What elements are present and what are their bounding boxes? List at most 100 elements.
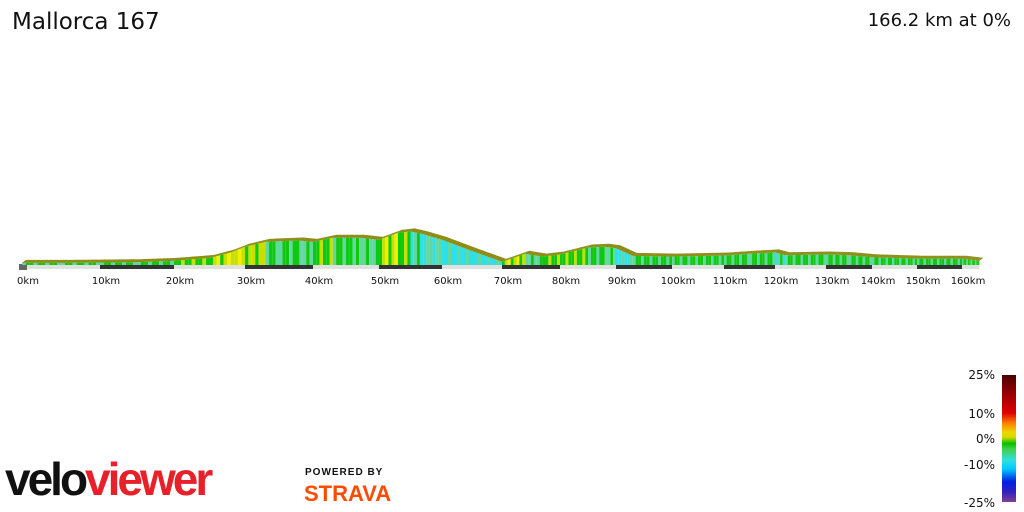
profile-top-edge [531, 251, 538, 256]
distance-track-segment [379, 265, 442, 269]
profile-top-edge [613, 244, 620, 249]
profile-top-edge [460, 243, 467, 248]
profile-top-edge [72, 259, 81, 263]
profile-segment [316, 240, 320, 265]
profile-segment [245, 245, 249, 265]
profile-top-edge [438, 235, 446, 240]
profile-segment [362, 238, 366, 265]
x-tick-label: 140km [861, 276, 896, 287]
profile-segment [213, 256, 217, 265]
profile-top-edge [718, 252, 726, 256]
profile-top-edge [528, 251, 535, 255]
profile-top-edge [823, 251, 830, 255]
profile-segment [560, 253, 563, 265]
strava-logo: STRAVA [304, 481, 392, 506]
profile-top-edge [111, 259, 119, 263]
profile-segment [475, 252, 478, 265]
profile-top-edge [754, 250, 762, 254]
profile-segment [557, 254, 560, 265]
profile-segment [590, 247, 594, 265]
profile-top-edge [188, 256, 196, 260]
profile-top-edge [557, 251, 564, 255]
profile-top-edge [282, 237, 290, 242]
profile-top-edge [894, 255, 901, 259]
profile-segment [513, 256, 517, 265]
profile-top-edge [973, 257, 980, 261]
profile-top-edge [950, 255, 957, 259]
profile-segment [490, 257, 493, 265]
profile-segment [205, 258, 210, 265]
profile-top-edge [148, 258, 156, 262]
profile-segment [111, 262, 115, 265]
profile-top-edge [901, 255, 908, 259]
profile-segment [896, 258, 899, 265]
x-tick-label: 60km [434, 276, 462, 287]
profile-top-edge [585, 244, 592, 249]
profile-top-edge [209, 254, 218, 258]
profile-top-edge [496, 256, 503, 261]
profile-segment [700, 255, 704, 265]
profile-top-edge [220, 251, 228, 256]
profile-top-edge [571, 248, 578, 252]
profile-segment [638, 256, 642, 265]
profile-segment [272, 241, 276, 265]
profile-top-edge [660, 253, 668, 257]
profile-segment [429, 236, 433, 265]
profile-top-edge [785, 252, 792, 256]
profile-segment [493, 258, 496, 265]
profile-segment [797, 254, 801, 265]
profile-segment [148, 261, 152, 265]
profile-top-edge [84, 259, 93, 263]
profile-top-edge [721, 252, 728, 256]
profile-top-edge [887, 254, 894, 258]
profile-segment [177, 260, 182, 265]
profile-top-edge [820, 251, 828, 255]
profile-top-edge [25, 259, 34, 263]
profile-segment [588, 247, 591, 265]
profile-segment [815, 254, 819, 265]
profile-top-edge [122, 259, 130, 263]
profile-segment [574, 250, 577, 265]
profile-segment [248, 245, 252, 265]
profile-top-edge [426, 232, 434, 237]
profile-top-edge [797, 251, 805, 255]
profile-top-edge [692, 253, 700, 257]
profile-top-edge [454, 241, 461, 246]
profile-segment [818, 254, 821, 265]
profile-top-edge [810, 251, 818, 255]
profile-top-edge [795, 251, 802, 256]
x-tick-label: 50km [371, 276, 399, 287]
profile-segment [718, 255, 722, 265]
profile-top-edge [302, 237, 311, 242]
profile-top-edge [410, 228, 418, 233]
profile-segment [375, 239, 379, 265]
profile-segment [832, 254, 836, 265]
profile-segment [672, 256, 675, 265]
profile-top-edge [876, 254, 883, 258]
profile-segment [481, 254, 484, 265]
profile-top-edge [174, 257, 182, 261]
profile-top-edge [655, 253, 662, 257]
profile-top-edge [258, 239, 266, 244]
profile-segment [319, 239, 323, 265]
profile-segment [910, 258, 913, 265]
profile-top-edge [502, 257, 509, 262]
profile-top-edge [644, 253, 651, 257]
profile-top-edge [842, 251, 849, 256]
distance-track-segment [672, 265, 724, 269]
profile-top-edge [159, 258, 167, 262]
profile-top-edge [375, 236, 383, 240]
profile-segment [596, 247, 600, 265]
profile-top-edge [752, 250, 759, 254]
profile-segment [741, 254, 745, 265]
route-title: Mallorca 167 [12, 9, 160, 35]
profile-top-edge [627, 250, 634, 255]
profile-segment [279, 241, 283, 265]
profile-top-edge [296, 237, 304, 241]
profile-top-edge [451, 240, 458, 245]
profile-segment [621, 250, 625, 265]
profile-top-edge [463, 244, 470, 249]
profile-segment [630, 254, 633, 265]
profile-segment [846, 255, 849, 265]
profile-top-edge [339, 234, 347, 238]
